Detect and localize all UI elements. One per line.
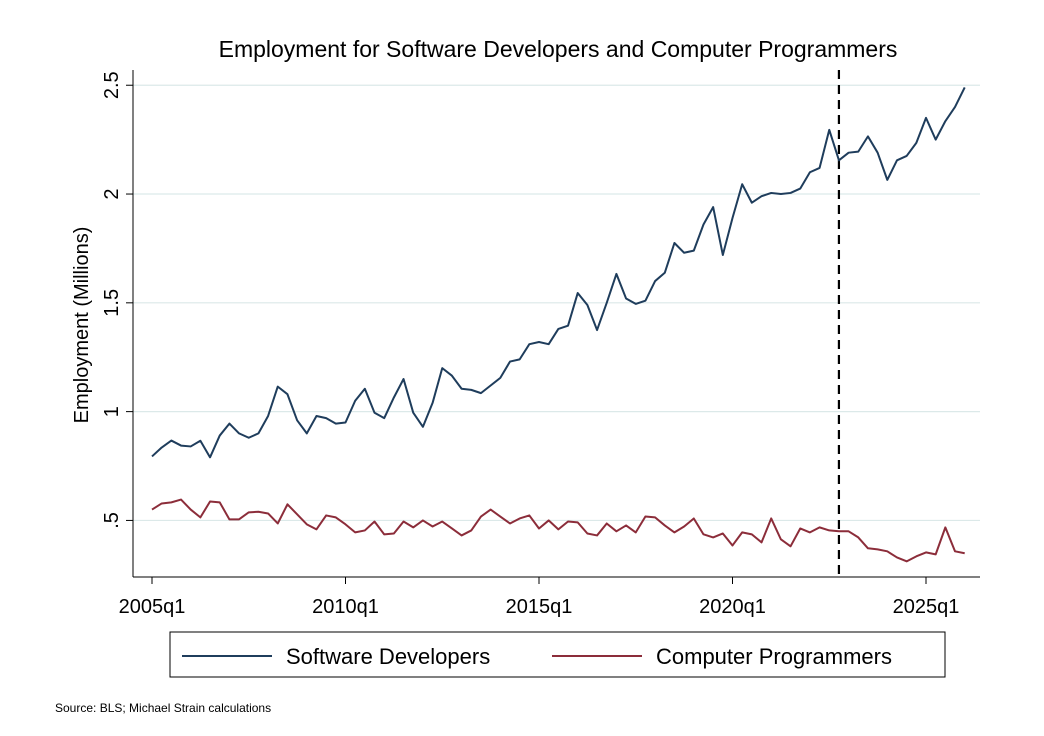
x-tick-label: 2020q1 (699, 596, 766, 618)
y-axis-label: Employment (Millions) (71, 227, 93, 424)
x-tick-label: 2005q1 (119, 596, 186, 618)
data-line (151, 498, 965, 563)
x-tick-label: 2010q1 (312, 596, 379, 618)
legend-box (169, 631, 946, 678)
chart-title: Employment for Software Developers and C… (219, 36, 898, 62)
legend-label: Software Developers (286, 644, 490, 669)
x-tick-label: 2015q1 (506, 596, 573, 618)
y-tick-label: 2.5 (101, 71, 123, 99)
y-tick-label: 1 (101, 406, 123, 417)
x-tick-label: 2025q1 (893, 596, 960, 618)
data-line (151, 86, 966, 459)
y-tick-label: 1.5 (101, 289, 123, 317)
y-tick-label: 2 (101, 188, 123, 199)
source-note: Source: BLS; Michael Strain calculations (55, 701, 271, 715)
y-tick-label: .5 (101, 512, 123, 529)
legend-label: Computer Programmers (656, 644, 892, 669)
